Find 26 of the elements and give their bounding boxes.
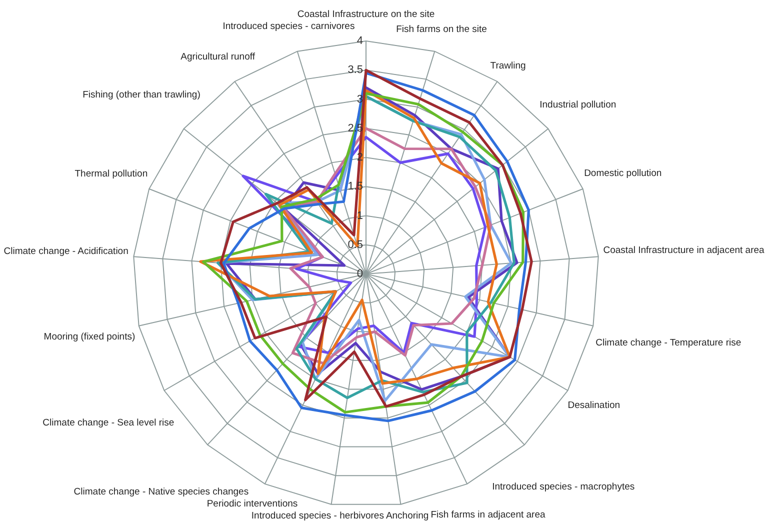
spoke-label: Desalination	[568, 400, 620, 412]
spoke-label: Fish farms on the site	[396, 24, 487, 35]
spoke-label: Coastal Infrastructure in adjacent area	[603, 244, 766, 256]
spoke-label: Introduced species - herbivores	[251, 510, 384, 522]
spoke-label: Domestic pollution	[584, 168, 662, 179]
spoke-label: Fishing (other than trawling)	[82, 90, 200, 101]
spoke-label: Introduced species - carnivores	[222, 20, 355, 32]
y-tick-label: 1	[356, 210, 363, 222]
spoke-label: Trawling	[490, 60, 526, 72]
spoke-label: Introduced species - macrophytes	[492, 481, 635, 492]
y-tick-label: 0	[356, 268, 363, 280]
spoke-label: Climate change - Sea level rise	[42, 417, 174, 428]
spoke-label: Thermal pollution	[74, 168, 148, 180]
y-tick-label: 2	[356, 152, 363, 164]
spoke-label: Climate change - Acidification	[4, 246, 128, 258]
spoke-label: Fish farms in adjacent area	[430, 510, 546, 521]
y-tick-label: 2.5	[348, 122, 363, 134]
spoke-label: Periodic interventions	[206, 498, 298, 510]
spoke-label: Climate change - Temperature rise	[596, 338, 742, 349]
spoke-label: Coastal Infrastructure on the site	[297, 8, 435, 20]
spoke-label: Agricultural runoff	[180, 51, 256, 62]
spoke-label: Climate change - Native species changes	[74, 486, 249, 498]
spoke-label: Mooring (fixed points)	[44, 332, 136, 343]
spoke-label: Anchoring	[386, 510, 429, 522]
y-tick-label: 3	[356, 93, 363, 106]
spoke-label: Industrial pollution	[540, 100, 616, 111]
